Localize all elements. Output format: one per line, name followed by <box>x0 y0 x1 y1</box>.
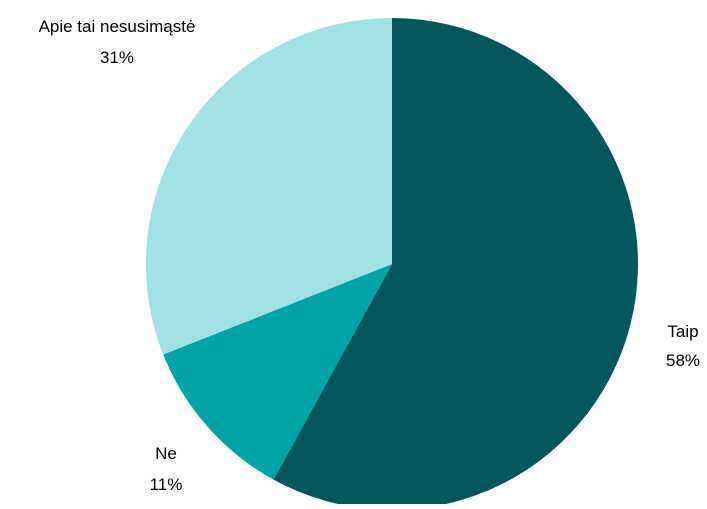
pie-labels: Taip 58% Ne 11% Apie tai nesusimąstė 31% <box>39 17 700 494</box>
slice-value-label: 31% <box>100 48 134 67</box>
slice-category-label: Taip <box>667 322 698 341</box>
slice-category-label: Apie tai nesusimąstė <box>39 17 196 36</box>
pie-slice-ne <box>163 264 392 480</box>
slice-value-label: 11% <box>150 475 183 494</box>
slice-category-label: Ne <box>155 444 177 463</box>
pie-slice-apie <box>145 18 392 355</box>
pie-slice-taip <box>273 18 638 509</box>
pie-slices <box>145 18 638 509</box>
slice-value-label: 58% <box>666 351 700 370</box>
